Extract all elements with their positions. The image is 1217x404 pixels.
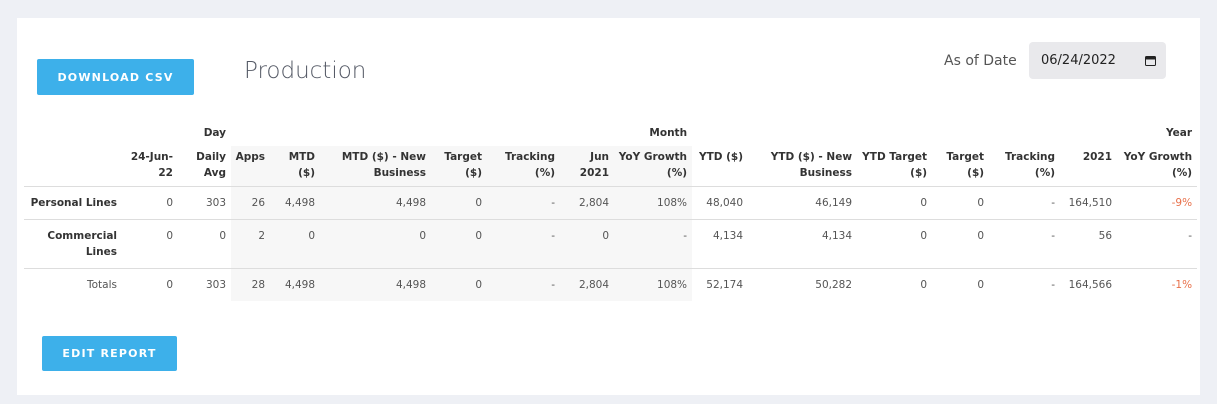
cell: 0: [166, 279, 173, 291]
column-header: 24-Jun-22: [122, 146, 178, 187]
table-row: Totals 0 303 28 4,498 4,498 0-2,804 108% 52,174 5…: [24, 268, 1197, 301]
column-header: Tracking (%): [989, 146, 1061, 187]
cell: 164,510: [1060, 186, 1118, 220]
cell: 26: [231, 186, 271, 220]
card: DOWNLOAD CSV Production As of Date 06/24…: [17, 18, 1200, 395]
group-header: Year: [1166, 127, 1193, 139]
cell: 52,174: [706, 279, 744, 291]
corner: [24, 123, 122, 146]
cell: 0: [122, 186, 178, 220]
column-header: Target ($): [932, 146, 990, 187]
edit-button[interactable]: EDIT REPORT: [42, 336, 177, 371]
title: Production: [244, 58, 367, 84]
corner: [24, 146, 122, 187]
date-input[interactable]: 06/24/2022: [1029, 42, 1166, 79]
column-header: Jun 2021: [560, 146, 615, 187]
cell: 0: [320, 219, 432, 269]
cell: -: [989, 186, 1061, 220]
column-header: YTD ($): [692, 146, 749, 187]
cell: 0: [270, 219, 321, 269]
cell: 48,040: [692, 186, 749, 220]
row-label: Commercial Lines: [24, 219, 122, 269]
cell: -: [487, 186, 561, 220]
cell: 0: [178, 219, 232, 269]
column-header: MTD ($): [270, 146, 321, 187]
cell: 4,498: [270, 186, 321, 220]
cell: 50,282: [815, 279, 853, 291]
row-label: Totals: [87, 279, 117, 291]
cell: -: [487, 268, 561, 301]
column-header: YTD ($) - New Business: [748, 146, 858, 187]
cell: 4,498: [270, 268, 321, 301]
cell: 4,498: [320, 186, 432, 220]
cell: 4,134: [748, 219, 858, 269]
cell: 2: [231, 219, 271, 269]
cell: 2,804: [560, 268, 615, 301]
cell: 0: [932, 186, 990, 220]
cell: 46,149: [748, 186, 858, 220]
column-header: Apps: [231, 146, 271, 187]
cell: 164,566: [1068, 279, 1113, 291]
cell: 0: [932, 219, 990, 269]
row-label: Personal Lines: [24, 186, 122, 220]
cell: 56: [1060, 219, 1118, 269]
cell: 303: [205, 279, 227, 291]
group-header: Month: [649, 127, 688, 139]
cell: 0: [431, 186, 488, 220]
cell: 0: [857, 186, 933, 220]
calendar-icon: [1145, 56, 1156, 66]
group-header: Day: [203, 127, 227, 139]
table-row: Personal Lines 0 303 26 4,498 4,498 0-2,804 108…: [24, 186, 1198, 220]
column-header: YoY Growth (%): [614, 146, 693, 187]
cell: -1%: [1171, 279, 1193, 291]
cell: -: [989, 219, 1061, 269]
cell: 28: [231, 268, 271, 301]
cell: -9%: [1117, 186, 1198, 220]
column-header: MTD ($) - New Business: [320, 146, 432, 187]
column-header: YoY Growth (%): [1117, 146, 1198, 187]
cell: -: [487, 219, 561, 269]
column-header: Tracking (%): [487, 146, 561, 187]
cell: 0: [431, 219, 488, 269]
date-label: As of Date: [944, 53, 1017, 69]
download-button[interactable]: DOWNLOAD CSV: [37, 59, 194, 95]
cell: -: [1051, 279, 1056, 291]
cell: 0: [977, 279, 985, 291]
production-table: Day Month Year 24-Jun-22 Daily Avg Apps MTD ($…: [24, 123, 1198, 301]
cell: 2,804: [560, 186, 615, 220]
column-header: YTD Target ($): [857, 146, 933, 187]
cell: 108%: [614, 268, 693, 301]
cell: 4,134: [692, 219, 749, 269]
cell: 0: [431, 268, 488, 301]
column-header: Daily Avg: [178, 146, 232, 187]
cell: 108%: [614, 186, 693, 220]
cell: 0: [857, 219, 933, 269]
column-header: Target ($): [431, 146, 488, 187]
table-row: Commercial Lines 0 0 2 0 0 0-0-4,134 4,134 0 0-56…: [24, 219, 1198, 269]
cell: 303: [178, 186, 232, 220]
cell: -: [1117, 219, 1198, 269]
column-header: 2021: [1060, 146, 1118, 187]
header-row: 24-Jun-22 Daily Avg Apps MTD ($) MTD ($) - N…: [24, 146, 1198, 187]
cell: 0: [122, 219, 178, 269]
group-row: Day Month Year: [24, 123, 1197, 146]
cell: 0: [920, 279, 928, 291]
cell: 4,498: [320, 268, 432, 301]
cell: 0: [560, 219, 615, 269]
cell: -: [614, 219, 693, 269]
date-value: 06/24/2022: [1041, 53, 1116, 68]
